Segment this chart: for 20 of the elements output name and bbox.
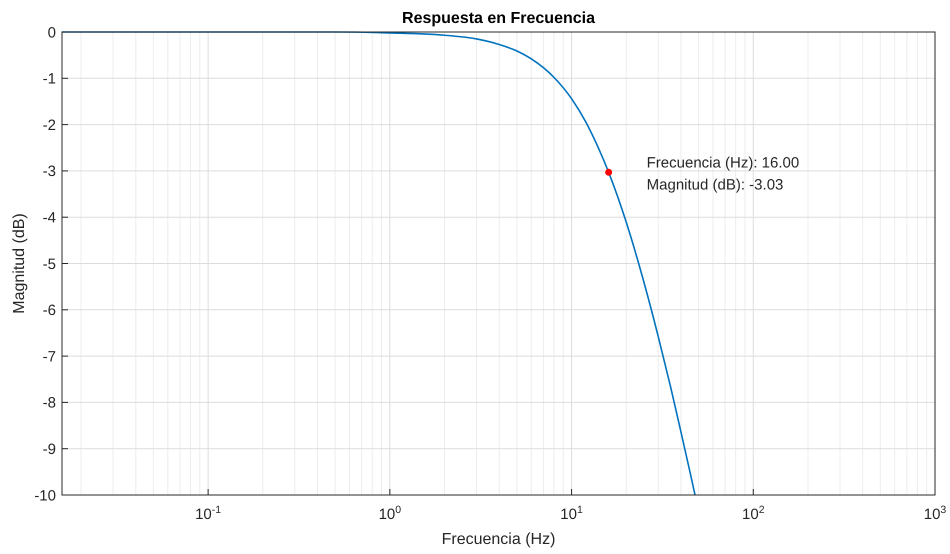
- y-tick-label: -9: [42, 440, 56, 458]
- x-tick-label: 10$^{3}$: [924, 504, 946, 523]
- y-tick-label: -2: [42, 116, 56, 134]
- y-tick-label: -7: [42, 348, 56, 366]
- y-tick-label: -5: [42, 256, 56, 273]
- y-tick-label: -3: [42, 163, 56, 180]
- annotation: Frecuencia (Hz): 16.00 Magnitud (dB): -3.03: [646, 154, 800, 194]
- x-tick-label: 10$^{-1}$: [195, 504, 222, 523]
- x-axis-title: Frecuencia (Hz): [442, 531, 556, 548]
- y-tick-label: -10: [34, 487, 56, 504]
- y-tick-label: 0: [48, 24, 56, 42]
- y-tick-label: -6: [42, 302, 56, 320]
- y-tick-label: -4: [42, 209, 56, 226]
- y-axis-title: Magnitud (dB): [11, 213, 28, 314]
- x-tick-label: 10$^{0}$: [378, 504, 402, 523]
- x-tick-label: 10$^{2}$: [742, 504, 765, 523]
- y-tick-label: -8: [42, 394, 56, 412]
- chart-title: Respuesta en Frecuencia: [402, 10, 596, 27]
- y-tick-label: -1: [42, 70, 56, 88]
- x-tick-label: 10$^{1}$: [560, 504, 583, 523]
